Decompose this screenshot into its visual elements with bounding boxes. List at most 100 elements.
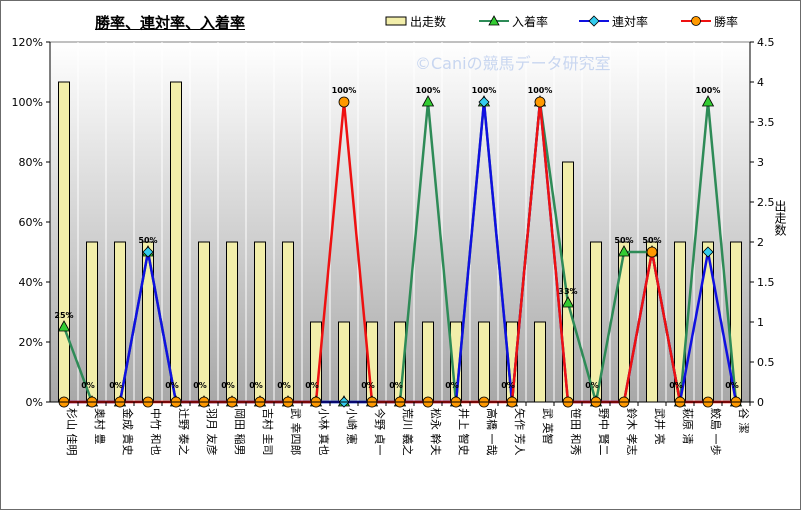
x-tick-label: 辻野 泰之 xyxy=(177,408,191,456)
data-label: 0% xyxy=(725,381,739,390)
y-left-tick-label: 40% xyxy=(19,276,43,289)
x-tick-label: 谷 潔 xyxy=(737,408,751,434)
data-label: 0% xyxy=(193,381,207,390)
y-right-tick-label: 3 xyxy=(757,156,764,169)
legend-item-quinella: 連対率 xyxy=(579,12,648,30)
data-label: 0% xyxy=(165,381,179,390)
bar-runs xyxy=(534,321,546,403)
y-left-tick-label: 60% xyxy=(19,216,43,229)
y-axis-right-title: 出走数 xyxy=(773,200,787,236)
x-tick-label: 武井 亮 xyxy=(653,408,667,445)
x-tick-label: 今野 貞一 xyxy=(373,408,387,456)
x-tick-label: 杉山 佳明 xyxy=(65,408,79,456)
legend-label-runs: 出走数 xyxy=(410,14,447,29)
y-left-tick-label: 20% xyxy=(19,336,43,349)
x-tick-label: 岡田 稲男 xyxy=(233,408,246,456)
x-tick-label: 井上 智史 xyxy=(457,408,471,456)
x-tick-label: 小崎 憲 xyxy=(345,408,359,445)
x-tick-label: 吉村 圭司 xyxy=(261,408,275,456)
x-tick-label: 金成 貴史 xyxy=(121,408,135,456)
marker-win xyxy=(646,246,658,258)
data-label: 50% xyxy=(138,236,157,245)
legend-bar-swatch xyxy=(385,16,407,26)
marker-win xyxy=(534,96,546,108)
watermark: ©Caniの競馬データ研究室 xyxy=(415,54,611,73)
y-right-tick-label: 1 xyxy=(757,316,764,329)
data-label: 0% xyxy=(445,381,459,390)
data-label: 0% xyxy=(389,381,403,390)
data-label: 0% xyxy=(585,381,599,390)
x-tick-label: 小林 真也 xyxy=(317,408,331,456)
data-label: 0% xyxy=(501,381,515,390)
x-tick-label: 奥村 豊 xyxy=(93,408,107,445)
y-right-tick-label: 2.5 xyxy=(757,196,775,209)
marker-place xyxy=(701,95,715,107)
legend-item-place: 入着率 xyxy=(479,12,548,30)
y-right-tick-label: 4.5 xyxy=(757,36,775,49)
legend-circle-swatch xyxy=(681,16,711,26)
legend-label-quinella: 連対率 xyxy=(612,14,649,29)
data-label: 0% xyxy=(277,381,291,390)
x-tick-label: 羽月 友彦 xyxy=(205,408,219,456)
y-left-tick-label: 0% xyxy=(26,396,43,409)
data-label: 100% xyxy=(528,86,553,95)
bar-runs xyxy=(86,241,98,403)
data-label: 0% xyxy=(109,381,123,390)
x-tick-label: 高橋 一哉 xyxy=(485,408,499,456)
bar-runs xyxy=(226,241,238,403)
data-label: 50% xyxy=(642,236,661,245)
data-label: 0% xyxy=(669,381,683,390)
y-right-tick-label: 0 xyxy=(757,396,764,409)
data-label: 100% xyxy=(416,86,441,95)
marker-place xyxy=(421,95,435,107)
marker-place xyxy=(617,245,631,257)
x-tick-label: 武 幸四郎 xyxy=(289,408,303,456)
y-left-tick-label: 100% xyxy=(12,96,43,109)
legend-triangle-swatch xyxy=(479,15,509,26)
y-right-tick-label: 3.5 xyxy=(757,116,775,129)
data-label: 0% xyxy=(305,381,319,390)
bar-runs xyxy=(338,321,350,403)
data-label: 50% xyxy=(614,236,633,245)
x-tick-label: 武 英智 xyxy=(541,408,555,445)
bar-runs xyxy=(254,241,266,403)
marker-quinella xyxy=(702,246,714,258)
y-right-tick-label: 4 xyxy=(757,76,764,89)
marker-win xyxy=(338,96,350,108)
chart-title: 勝率、連対率、入着率 xyxy=(95,14,246,32)
x-tick-label: 矢作 芳人 xyxy=(513,408,527,456)
x-tick-label: 中竹 和也 xyxy=(149,408,163,456)
marker-place xyxy=(57,320,71,332)
data-label: 25% xyxy=(54,311,73,320)
y-left-tick-label: 80% xyxy=(19,156,43,169)
legend-diamond-swatch xyxy=(579,15,609,27)
data-label: 100% xyxy=(472,86,497,95)
data-label: 0% xyxy=(361,381,375,390)
y-right-tick-label: 0.5 xyxy=(757,356,775,369)
data-label: 33% xyxy=(558,287,577,296)
bar-runs xyxy=(478,321,490,403)
bar-runs xyxy=(282,241,294,403)
y-right-tick-label: 1.5 xyxy=(757,276,775,289)
x-tick-label: 鮫島 一歩 xyxy=(709,408,723,456)
legend-label-win: 勝率 xyxy=(714,14,739,29)
bar-runs xyxy=(422,321,434,403)
marker-place xyxy=(561,296,575,308)
legend-item-win: 勝率 xyxy=(681,12,738,30)
data-label: 100% xyxy=(696,86,721,95)
x-tick-label: 松永 幹夫 xyxy=(429,408,443,456)
bar-runs xyxy=(170,81,182,403)
marker-quinella xyxy=(142,246,154,258)
x-tick-label: 鈴木 孝志 xyxy=(625,408,639,456)
y-right-tick-label: 2 xyxy=(757,236,764,249)
bar-runs xyxy=(58,81,70,403)
data-label: 0% xyxy=(249,381,263,390)
legend-item-runs: 出走数 xyxy=(385,12,446,30)
x-tick-label: 萩原 清 xyxy=(681,408,694,445)
data-label: 0% xyxy=(221,381,235,390)
marker-quinella xyxy=(478,96,490,108)
legend-label-place: 入着率 xyxy=(512,14,549,29)
x-tick-label: 野中 賢二 xyxy=(597,408,610,456)
data-label: 0% xyxy=(81,381,95,390)
